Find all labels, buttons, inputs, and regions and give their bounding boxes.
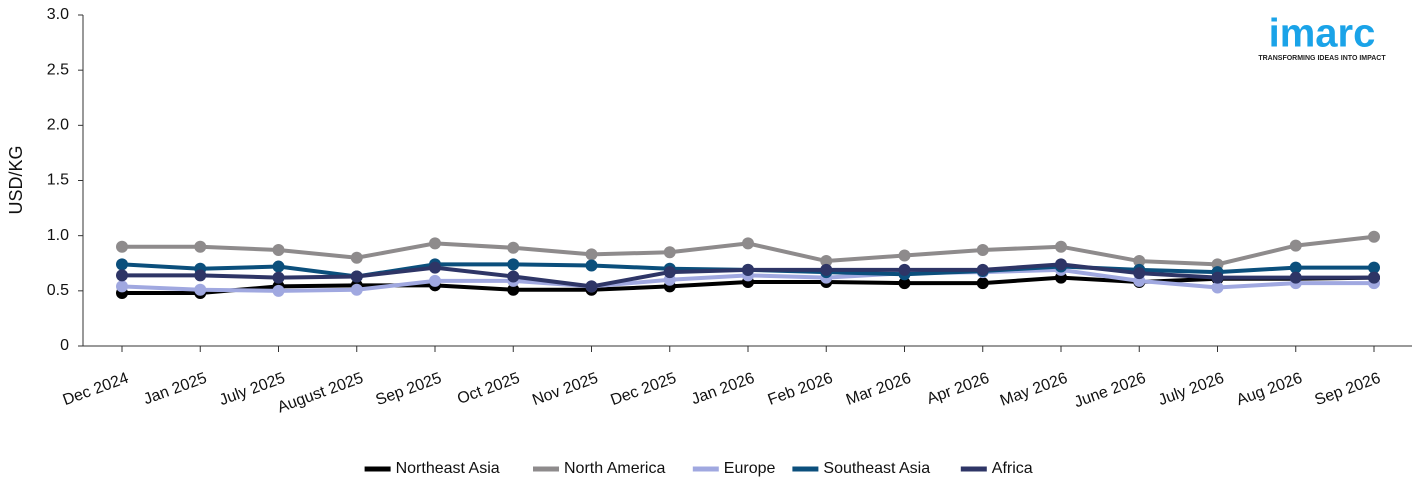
logo-tagline: TRANSFORMING IDEAS INTO IMPACT	[1258, 55, 1386, 62]
y-tick-label: 2.5	[47, 61, 69, 78]
data-point	[350, 251, 363, 264]
legend-label: Europe	[724, 460, 776, 477]
data-point	[272, 244, 285, 257]
x-tick-label: Feb 2026	[766, 370, 835, 409]
data-point	[1211, 271, 1224, 284]
data-point	[742, 263, 754, 276]
x-tick-label: June 2026	[1072, 370, 1148, 412]
x-tick-label: Jan 2025	[141, 370, 209, 409]
data-point	[585, 248, 598, 261]
data-point	[898, 249, 911, 262]
data-point	[820, 263, 833, 276]
legend-label: Southeast Asia	[823, 460, 930, 477]
x-tick-label: Oct 2025	[455, 370, 522, 408]
data-point	[1133, 267, 1146, 280]
y-tick-label: 0	[60, 337, 69, 354]
data-point	[585, 280, 598, 293]
y-tick-label: 2.0	[47, 117, 69, 134]
data-point	[1289, 239, 1302, 252]
x-tick-label: May 2026	[998, 370, 1070, 410]
data-point	[350, 283, 363, 296]
y-tick-label: 1.5	[47, 172, 69, 189]
data-point	[194, 269, 207, 282]
data-point	[1289, 271, 1302, 284]
data-point	[429, 261, 441, 274]
x-tick-label: Sep 2026	[1313, 370, 1383, 409]
data-point	[116, 258, 128, 271]
x-tick-label: Mar 2026	[844, 370, 913, 409]
data-point	[194, 240, 207, 253]
data-point	[976, 263, 989, 276]
data-point	[507, 270, 520, 283]
x-tick-label: Dec 2024	[61, 370, 131, 409]
data-point	[1055, 258, 1067, 271]
legend-label: Africa	[992, 460, 1033, 477]
data-point	[820, 255, 833, 268]
data-point	[1055, 240, 1067, 253]
data-point	[663, 266, 676, 279]
data-point	[350, 270, 363, 283]
data-point	[1133, 255, 1146, 268]
data-point	[976, 277, 989, 290]
legend-label: Northeast Asia	[396, 460, 500, 477]
data-point	[116, 280, 128, 293]
data-point	[429, 237, 441, 250]
y-axis-label: USD/KG	[6, 145, 26, 214]
data-point	[272, 271, 285, 284]
data-point	[194, 283, 207, 296]
data-point	[1368, 230, 1380, 243]
data-point	[116, 240, 128, 253]
x-tick-label: Jan 2026	[689, 370, 757, 409]
data-point	[1368, 261, 1380, 274]
x-tick-label: Sep 2025	[374, 370, 444, 409]
logo-name: imarc	[1269, 12, 1376, 56]
y-tick-label: 1.0	[47, 227, 69, 244]
y-tick-label: 0.5	[47, 282, 69, 299]
data-point	[429, 274, 441, 287]
x-tick-label: August 2025	[275, 370, 365, 417]
x-tick-label: July 2026	[1156, 370, 1226, 409]
x-tick-label: Apr 2026	[925, 370, 992, 408]
data-point	[898, 263, 911, 276]
data-point	[742, 237, 754, 250]
data-point	[507, 241, 520, 254]
data-point	[663, 246, 676, 259]
x-tick-label: Nov 2025	[530, 370, 600, 409]
data-point	[507, 283, 520, 296]
y-tick-label: 3.0	[47, 6, 69, 23]
data-point	[1368, 271, 1380, 284]
data-point	[1211, 281, 1224, 294]
data-point	[272, 260, 285, 273]
data-point	[976, 244, 989, 257]
data-point	[116, 269, 128, 282]
data-point	[898, 277, 911, 290]
x-tick-label: Aug 2026	[1234, 370, 1304, 409]
x-tick-label: Dec 2025	[608, 370, 678, 409]
data-point	[1289, 261, 1302, 274]
data-point	[272, 284, 285, 297]
data-point	[585, 259, 598, 272]
data-point	[507, 258, 520, 271]
legend-label: North America	[564, 460, 665, 477]
